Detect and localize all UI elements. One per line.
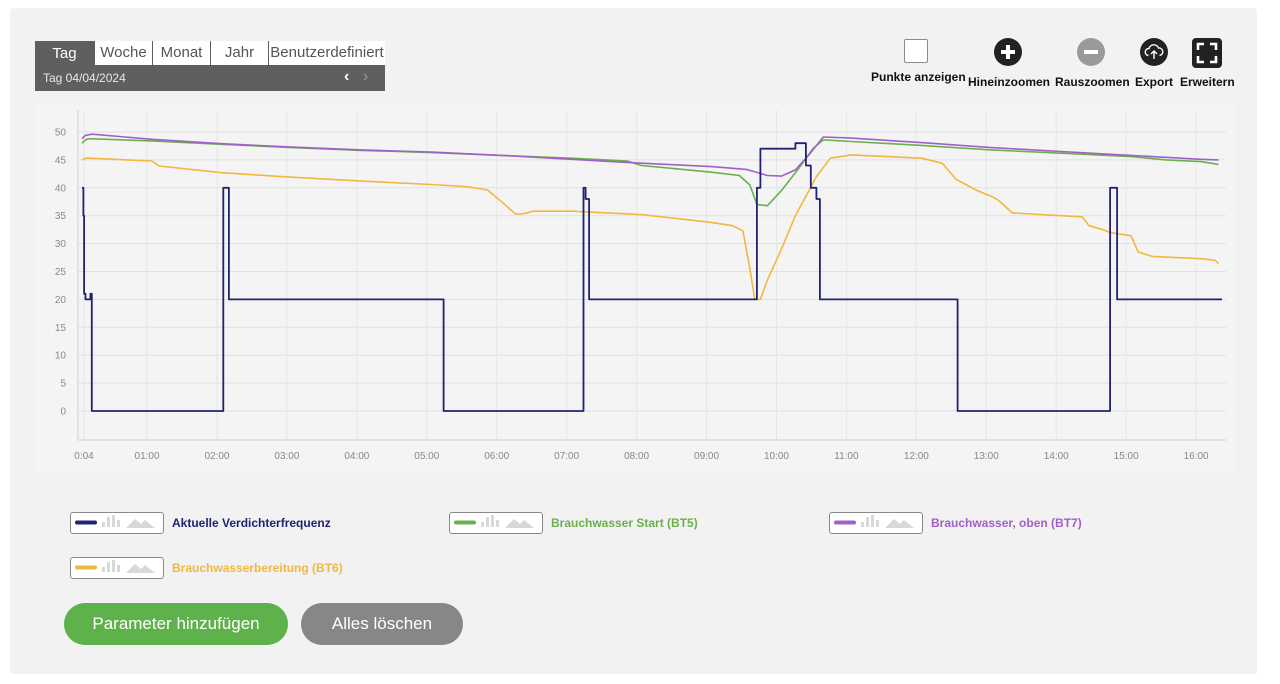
y-axis: 0 5 10 15 20 25 30 35 40 45 50 — [55, 128, 67, 418]
chevron-right-icon[interactable]: › — [363, 68, 369, 85]
x-tick-label: 0:04 — [74, 451, 94, 462]
zoom-in-label: Hineinzoomen — [968, 75, 1051, 89]
tab-day[interactable]: Tag — [35, 41, 95, 65]
legend-label: Brauchwasserbereitung (BT6) — [172, 561, 343, 575]
y-tick-label: 45 — [55, 155, 67, 166]
tab-week[interactable]: Woche — [95, 41, 153, 65]
expand-button[interactable]: Erweitern — [1180, 38, 1235, 89]
y-tick-label: 5 — [60, 379, 66, 390]
x-tick-label: 04:00 — [344, 451, 369, 462]
period-selector: Tag Woche Monat Jahr Benutzerdefiniert T… — [35, 41, 385, 91]
checkbox-icon[interactable] — [904, 39, 928, 63]
export-button[interactable]: Export — [1134, 38, 1174, 89]
x-tick-label: 05:00 — [414, 451, 439, 462]
y-tick-label: 35 — [55, 211, 67, 222]
show-points-label: Punkte anzeigen — [871, 70, 966, 84]
series-line-0 — [82, 142, 1222, 412]
plot-background — [35, 102, 1235, 472]
legend-item[interactable]: Brauchwasserbereitung (BT6) — [70, 557, 343, 579]
tab-custom[interactable]: Benutzerdefiniert — [269, 41, 385, 65]
legend-label: Brauchwasser, oben (BT7) — [931, 516, 1082, 530]
x-tick-label: 06:00 — [484, 451, 509, 462]
cloud-upload-icon — [1140, 38, 1168, 66]
period-tabs: Tag Woche Monat Jahr Benutzerdefiniert — [35, 41, 385, 65]
chevron-left-icon[interactable]: ‹ — [344, 68, 350, 85]
y-tick-label: 30 — [55, 239, 67, 250]
x-tick-label: 16:00 — [1184, 451, 1209, 462]
zoom-out-button[interactable]: Rauszoomen — [1055, 38, 1130, 89]
x-tick-label: 03:00 — [274, 451, 299, 462]
show-points-toggle[interactable]: Punkte anzeigen — [871, 38, 966, 84]
legend-item[interactable]: Brauchwasser, oben (BT7) — [829, 512, 1082, 534]
x-tick-label: 07:00 — [554, 451, 579, 462]
series-line-2 — [81, 133, 1219, 177]
x-axis: 0:04 01:00 02:00 03:00 04:00 05:00 06:00 07:00 0… — [74, 451, 1209, 462]
minus-circle-icon — [1077, 38, 1105, 66]
zoom-in-button[interactable]: Hineinzoomen — [968, 38, 1051, 89]
x-tick-label: 01:00 — [135, 451, 160, 462]
grid — [77, 110, 1226, 441]
x-tick-label: 15:00 — [1114, 451, 1139, 462]
plus-circle-icon — [994, 38, 1022, 66]
tab-month[interactable]: Monat — [153, 41, 211, 65]
legend-swatch[interactable] — [70, 512, 164, 534]
chart-type-icon — [834, 515, 914, 528]
legend-label: Brauchwasser Start (BT5) — [551, 516, 698, 530]
legend-label: Aktuelle Verdichterfrequenz — [172, 516, 331, 530]
legend-swatch[interactable] — [70, 557, 164, 579]
y-tick-label: 50 — [55, 128, 67, 139]
legend-item[interactable]: Aktuelle Verdichterfrequenz — [70, 512, 331, 534]
legend-swatch[interactable] — [449, 512, 543, 534]
legend-item[interactable]: Brauchwasser Start (BT5) — [449, 512, 698, 534]
date-label: Tag 04/04/2024 — [43, 71, 126, 85]
series-line-3 — [81, 154, 1220, 301]
x-tick-label: 10:00 — [764, 451, 789, 462]
y-tick-label: 0 — [60, 407, 66, 418]
add-parameter-button[interactable]: Parameter hinzufügen — [64, 603, 288, 645]
clear-all-button[interactable]: Alles löschen — [301, 603, 463, 645]
x-tick-label: 13:00 — [974, 451, 999, 462]
chart-type-icon — [454, 515, 534, 528]
chart-type-icon — [75, 515, 155, 528]
x-tick-label: 12:00 — [904, 451, 929, 462]
date-row: Tag 04/04/2024 ‹ › — [35, 65, 385, 91]
zoom-out-label: Rauszoomen — [1055, 75, 1130, 89]
y-tick-label: 40 — [55, 183, 67, 194]
export-label: Export — [1134, 75, 1173, 89]
y-tick-label: 25 — [55, 267, 67, 278]
y-tick-label: 20 — [55, 295, 67, 306]
x-tick-label: 14:00 — [1044, 451, 1069, 462]
x-tick-label: 09:00 — [694, 451, 719, 462]
expand-label: Erweitern — [1180, 75, 1235, 89]
legend-swatch[interactable] — [829, 512, 923, 534]
x-tick-label: 02:00 — [204, 451, 229, 462]
series-group — [81, 133, 1222, 412]
y-tick-label: 15 — [55, 323, 67, 334]
x-tick-label: 08:00 — [624, 451, 649, 462]
fullscreen-icon — [1192, 38, 1222, 68]
x-tick-label: 11:00 — [834, 451, 859, 462]
tab-year[interactable]: Jahr — [211, 41, 269, 65]
chart-type-icon — [75, 560, 155, 573]
y-tick-label: 10 — [55, 351, 67, 362]
